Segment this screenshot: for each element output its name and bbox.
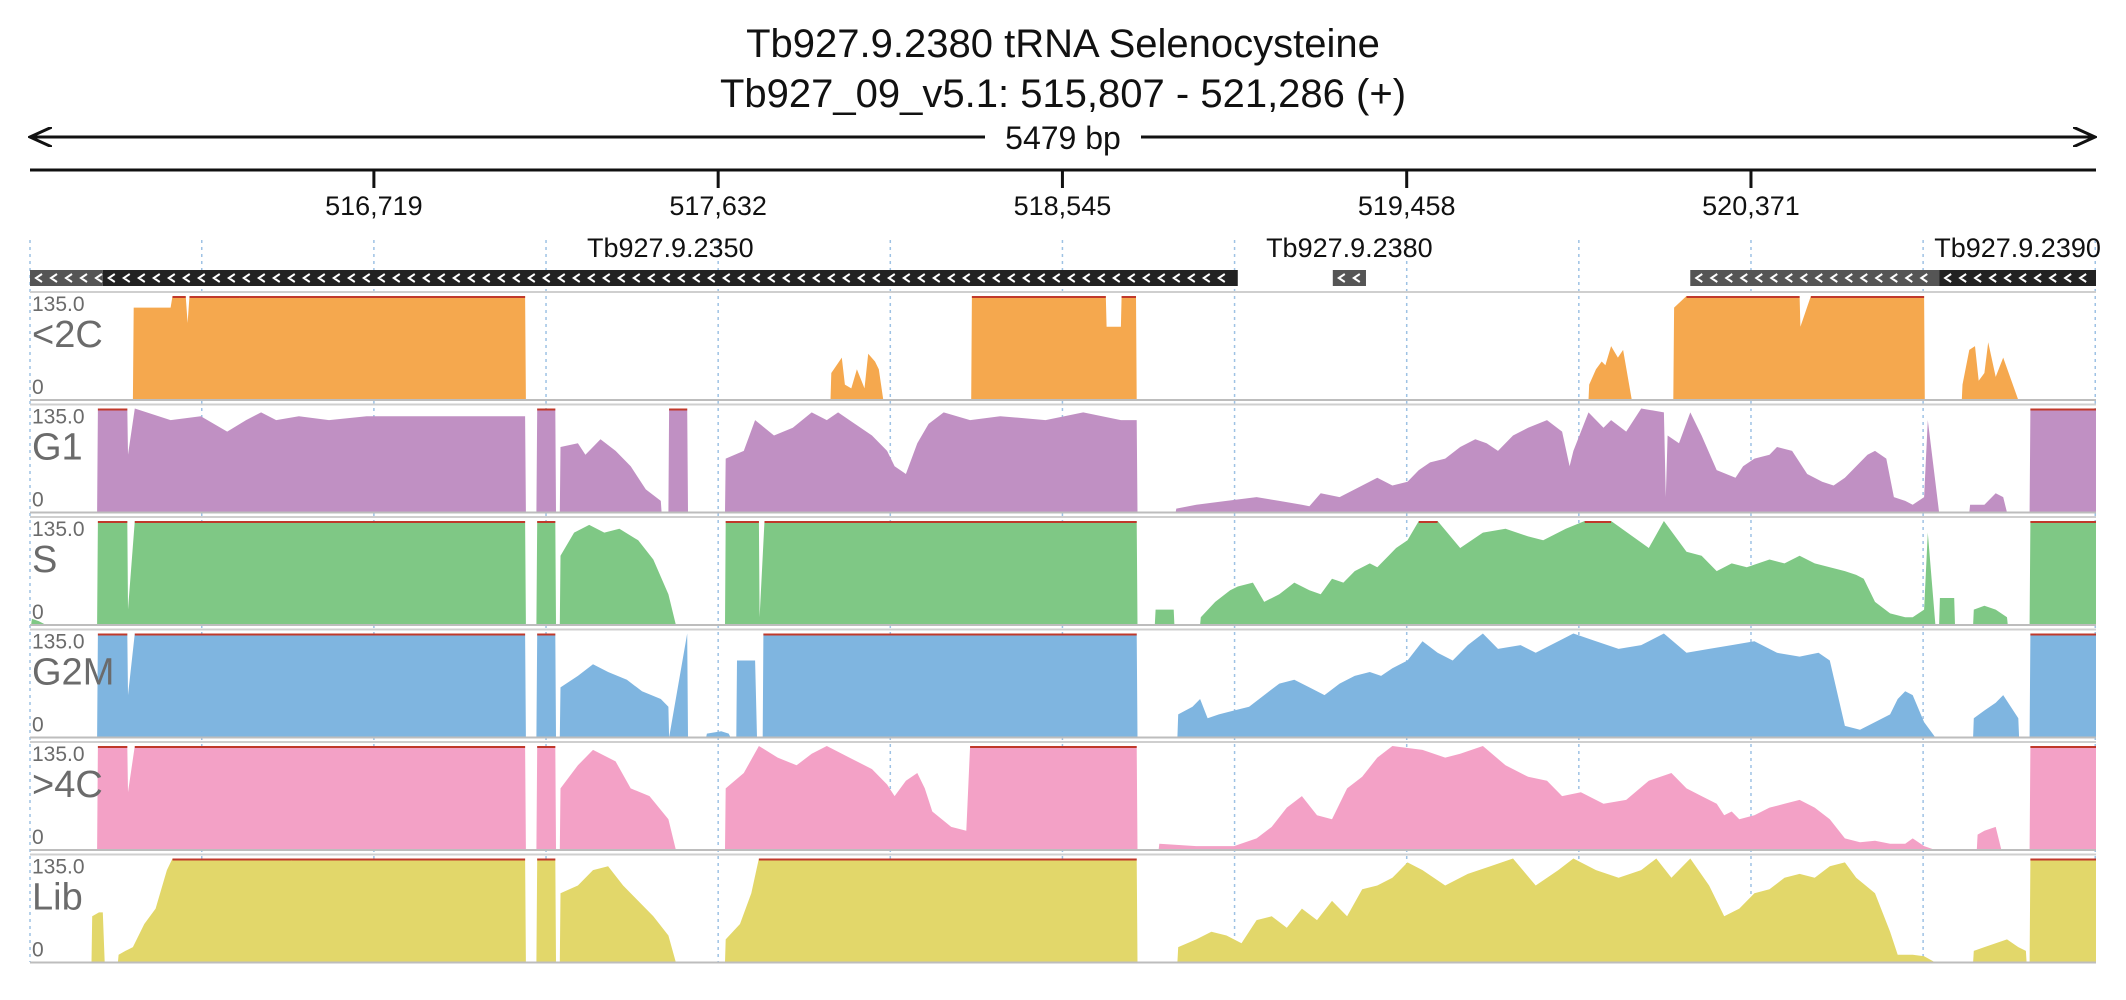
coverage-area [30,633,2096,738]
axis-tick-label: 518,545 [1014,191,1112,221]
track-min-label: 0 [32,601,44,624]
axis-tick-label: 520,371 [1702,191,1800,221]
track-max-label: 135.0 [32,293,85,316]
coverage-area [30,521,2096,625]
gene-box [1939,270,2096,286]
track-1: 135.0 0 G1 [30,403,2096,514]
coverage-area [30,296,2019,400]
gene-box [1332,270,1366,286]
track-max-label: 135.0 [32,518,85,541]
span-label: 5479 bp [1005,120,1121,156]
track-max-label: 135.0 [32,631,85,654]
chart-subtitle: Tb927_09_v5.1: 515,807 - 521,286 (+) [719,72,1407,116]
track-min-label: 0 [32,714,44,737]
coverage-area [30,746,2096,850]
track-min-label: 0 [32,489,44,512]
track-name: Lib [32,877,83,919]
track-0: 135.0 0 <2C [30,291,2096,401]
axis-tick-label: 516,719 [325,191,423,221]
span-indicator: 5479 bp [30,118,2095,156]
axis-tick-label: 517,632 [669,191,767,221]
track-min-label: 0 [32,826,44,849]
gene-strand-chevrons [1336,273,1361,283]
track-name: G2M [32,652,114,694]
gene-strand-chevrons [106,273,1226,283]
track-3: 135.0 0 G2M [30,628,2096,739]
track-max-label: 135.0 [32,856,85,879]
track-name: G1 [32,427,83,469]
gene-strand-chevrons [1943,273,2087,283]
chart-title: Tb927.9.2380 tRNA Selenocysteine [746,22,1380,66]
gene-label: Tb927.9.2350 [587,233,754,263]
track-min-label: 0 [32,939,44,962]
track-2: 135.0 0 S [30,516,2096,626]
coordinate-axis: 516,719 517,632 518,545 519,458 520,371 [30,168,2096,221]
gene-annotation-track: Tb927.9.2350 Tb927.9.2380 Tb927.9.2390 [30,233,2101,286]
track-name: S [32,539,57,581]
coverage-tracks: 135.00<2C135.00G1135.00S135.00G2M135.00>… [30,291,2096,964]
track-5: 135.0 0 Lib [30,853,2096,964]
coverage-area [30,408,2096,513]
track-min-label: 0 [32,376,44,399]
track-name: >4C [32,764,103,806]
gene-strand-chevrons [1694,273,1928,283]
span-label-bg [985,118,1141,156]
track-max-label: 135.0 [32,743,85,766]
coverage-area [30,858,2096,963]
gene-label: Tb927.9.2390 [1934,233,2101,263]
gene-label: Tb927.9.2380 [1266,233,1433,263]
track-4: 135.0 0 >4C [30,741,2096,851]
track-name: <2C [32,314,103,356]
track-max-label: 135.0 [32,406,85,429]
gene-strand-chevrons [34,273,103,283]
axis-tick-label: 519,458 [1358,191,1456,221]
